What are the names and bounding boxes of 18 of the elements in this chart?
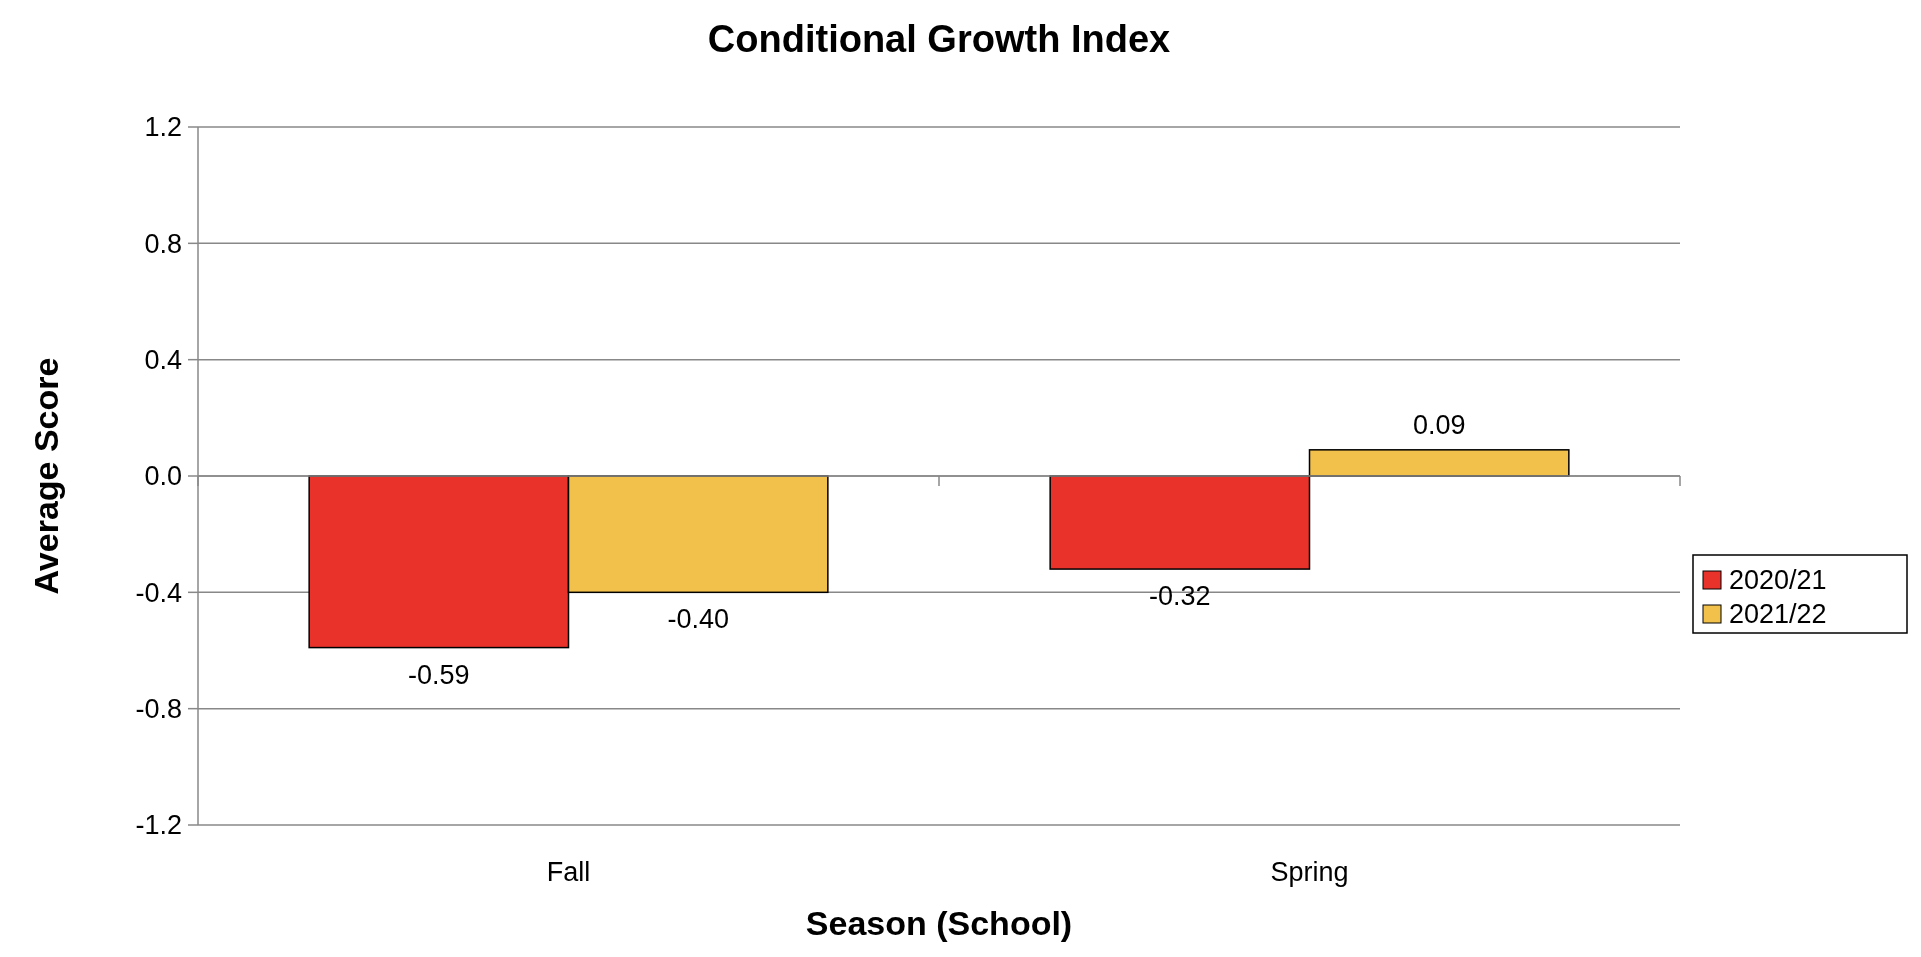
y-tick-label: 0.4 xyxy=(144,345,182,376)
y-tick-label: -1.2 xyxy=(135,810,182,841)
y-tick-label: -0.8 xyxy=(135,694,182,725)
chart-title: Conditional Growth Index xyxy=(707,18,1171,60)
legend-label: 2020/21 xyxy=(1729,565,1827,596)
legend-label: 2021/22 xyxy=(1729,599,1827,630)
y-tick-label: 1.2 xyxy=(144,112,182,143)
data-label: -0.40 xyxy=(667,604,729,635)
y-axis-title: Average Score xyxy=(27,357,65,595)
y-tick-label: 0.0 xyxy=(144,461,182,492)
data-label: 0.09 xyxy=(1412,409,1466,440)
x-axis-title: Season (School) xyxy=(805,904,1073,942)
x-tick-label: Spring xyxy=(1270,857,1349,887)
y-tick-label: 0.8 xyxy=(144,228,182,259)
x-tick-label: Fall xyxy=(546,857,591,887)
data-label: -0.59 xyxy=(408,659,470,690)
data-label: -0.32 xyxy=(1149,581,1211,612)
y-tick-label: -0.4 xyxy=(135,577,182,608)
